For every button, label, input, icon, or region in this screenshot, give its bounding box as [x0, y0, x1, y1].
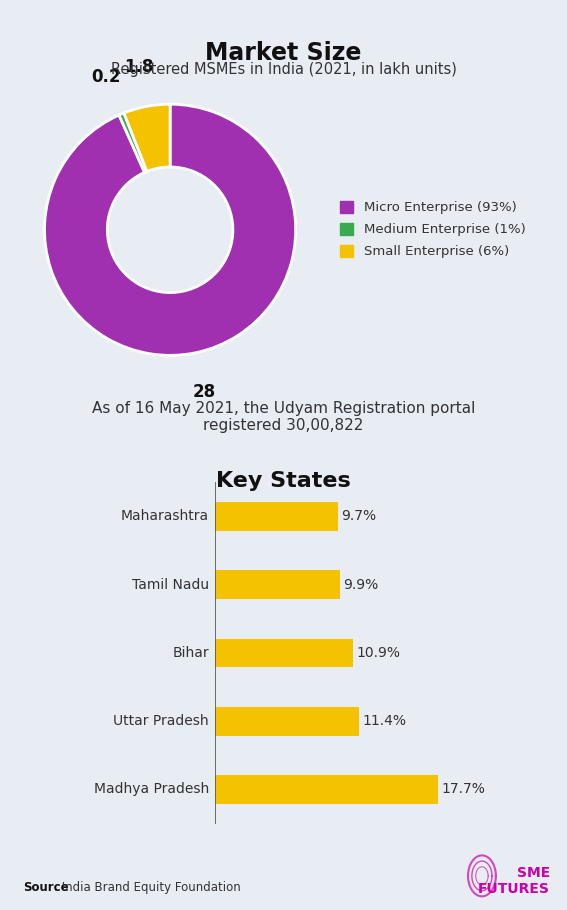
Text: Tamil Nadu: Tamil Nadu [132, 578, 209, 592]
Text: 9.7%: 9.7% [341, 510, 376, 523]
Wedge shape [45, 105, 295, 355]
Bar [215, 639, 353, 667]
Bar [215, 775, 438, 804]
Text: Registered MSMEs in India (2021, in lakh units): Registered MSMEs in India (2021, in lakh… [111, 62, 456, 76]
Text: Maharashtra: Maharashtra [121, 510, 209, 523]
Text: : India Brand Equity Foundation: : India Brand Equity Foundation [54, 881, 240, 894]
Legend: Micro Enterprise (93%), Medium Enterprise (1%), Small Enterprise (6%): Micro Enterprise (93%), Medium Enterpris… [340, 201, 526, 258]
Text: 10.9%: 10.9% [356, 646, 400, 660]
Text: As of 16 May 2021, the Udyam Registration portal
registered 30,00,822: As of 16 May 2021, the Udyam Registratio… [92, 400, 475, 433]
Text: SME
FUTURES: SME FUTURES [478, 866, 550, 896]
Text: Key States: Key States [216, 471, 351, 491]
Bar [215, 571, 340, 599]
Bar [215, 502, 338, 531]
Text: Bihar: Bihar [172, 646, 209, 660]
Text: Madhya Pradesh: Madhya Pradesh [94, 783, 209, 796]
Text: 11.4%: 11.4% [362, 714, 406, 728]
Text: Uttar Pradesh: Uttar Pradesh [113, 714, 209, 728]
Text: Market Size: Market Size [205, 41, 362, 65]
Text: 28: 28 [193, 383, 216, 401]
Wedge shape [119, 113, 147, 172]
Text: 9.9%: 9.9% [344, 578, 379, 592]
Text: 17.7%: 17.7% [442, 783, 485, 796]
Bar [215, 707, 359, 735]
Text: 1.8: 1.8 [124, 58, 154, 76]
Text: Source: Source [23, 881, 68, 894]
Text: 0.2: 0.2 [91, 68, 121, 86]
Wedge shape [124, 105, 170, 171]
